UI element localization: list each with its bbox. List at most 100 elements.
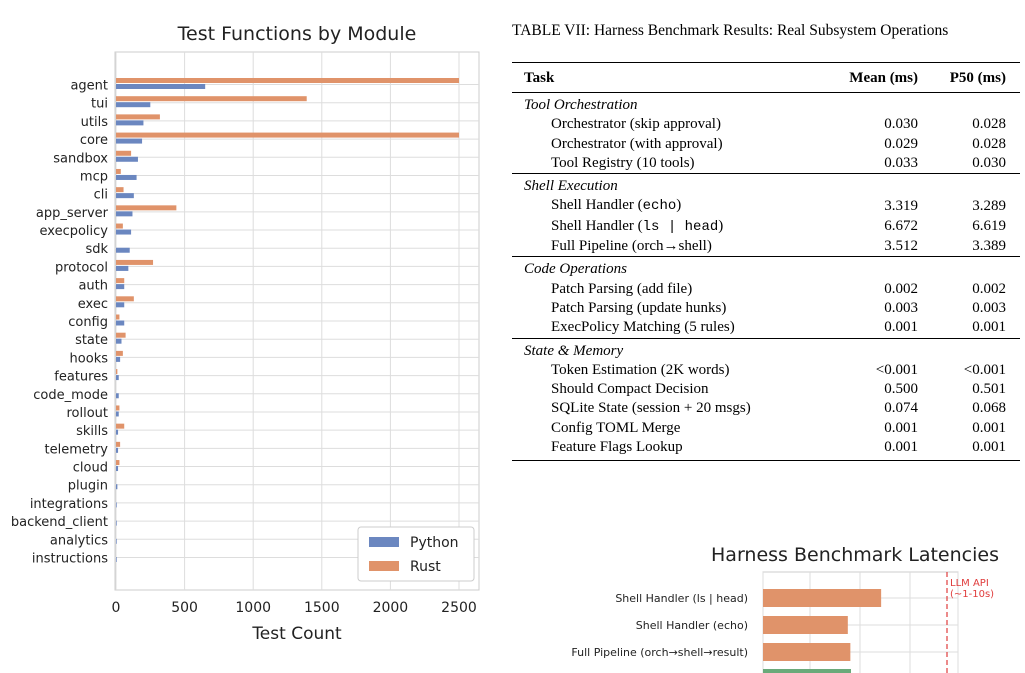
task-name: ExecPolicy Matching (5 rules) xyxy=(551,319,735,336)
legend: Python Rust xyxy=(357,526,475,582)
x-tick-label: 500 xyxy=(171,600,198,616)
table-row: Feature Flags Lookup 0.001 0.001 xyxy=(512,438,1020,462)
chart2-title: Harness Benchmark Latencies xyxy=(711,544,999,566)
p50-value: <0.001 xyxy=(963,361,1006,378)
p50-value: 3.389 xyxy=(972,238,1006,255)
table-section-row: Code Operations xyxy=(512,256,1020,280)
table-row: Orchestrator (skip approval) 0.030 0.028 xyxy=(512,115,1020,134)
bar-python xyxy=(116,247,130,253)
table-row: SQLite State (session + 20 msgs) 0.074 0.0… xyxy=(512,399,1020,418)
bar-rust xyxy=(116,423,125,429)
bar-python xyxy=(116,265,129,271)
bar-rust xyxy=(116,132,459,138)
task-name: Patch Parsing (add file) xyxy=(551,280,693,297)
y-tick-label: code_mode xyxy=(33,388,108,403)
p50-value: 0.028 xyxy=(972,135,1006,152)
bar-category-label: Shell Handler (ls | head) xyxy=(615,592,748,605)
table-section-row: State & Memory xyxy=(512,337,1020,361)
task-name: SQLite State (session + 20 msgs) xyxy=(551,400,751,417)
bar-rust xyxy=(116,332,126,338)
latency-bar xyxy=(763,589,882,607)
y-tick-label: sandbox xyxy=(53,151,108,166)
y-tick-label: hooks xyxy=(70,351,109,366)
bar-python xyxy=(116,520,117,526)
table-row: ExecPolicy Matching (5 rules) 0.001 0.001 xyxy=(512,318,1020,338)
bar-python xyxy=(116,538,117,544)
y-tick-label: cli xyxy=(94,188,108,203)
legend-swatch-python xyxy=(369,537,399,547)
bar-rust xyxy=(116,460,120,466)
chart2-plot-frame xyxy=(762,571,959,673)
task-name: Token Estimation (2K words) xyxy=(551,361,730,378)
task-name: Feature Flags Lookup xyxy=(512,438,829,462)
table-row: Shell Handler (ls | head) 6.672 6.619 xyxy=(512,217,1020,237)
legend-label-python: Python xyxy=(410,535,459,551)
table-row: Patch Parsing (add file) 0.002 0.002 xyxy=(512,280,1020,299)
bar-rust xyxy=(116,350,123,356)
bar-rust xyxy=(116,78,459,83)
p50-value: 3.289 xyxy=(972,197,1006,214)
table-row: Full Pipeline (orch→shell) 3.512 3.389 xyxy=(512,237,1020,257)
bar-python xyxy=(116,320,125,326)
bar-python xyxy=(116,84,206,89)
p50-value: 0.001 xyxy=(932,438,1020,462)
mean-value: 0.029 xyxy=(884,135,919,152)
test-functions-chart: Test Functions by Module agent tui utils co… xyxy=(11,23,480,644)
bar-python xyxy=(116,338,122,344)
task-name: Shell Handler (ls | head) xyxy=(551,217,724,235)
p50-value: 0.003 xyxy=(972,299,1006,316)
y-tick-label: agent xyxy=(70,79,108,94)
y-tick-label: plugin xyxy=(68,479,108,494)
mean-value: 0.002 xyxy=(884,280,919,297)
bar-rust xyxy=(116,296,134,302)
bar-rust xyxy=(116,369,118,375)
table-section-row: Tool Orchestration xyxy=(512,92,1020,116)
section-title: Tool Orchestration xyxy=(512,92,1020,116)
y-tick-label: features xyxy=(54,370,108,385)
bar-python xyxy=(116,484,118,490)
p50-value: 0.002 xyxy=(972,280,1006,297)
table-row: Patch Parsing (update hunks) 0.003 0.003 xyxy=(512,299,1020,318)
bar-python xyxy=(116,393,119,399)
y-tick-label: instructions xyxy=(32,552,108,567)
bar-python xyxy=(116,502,117,508)
bar-rust xyxy=(116,314,120,320)
y-tick-label: rollout xyxy=(66,406,108,421)
y-tick-label: app_server xyxy=(36,206,109,221)
y-tick-label: protocol xyxy=(55,260,108,275)
bar-rust xyxy=(116,405,120,411)
mean-value: 0.001 xyxy=(828,438,933,462)
bar-python xyxy=(116,156,138,162)
x-tick-label: 2000 xyxy=(373,600,409,616)
latency-bar xyxy=(763,616,848,634)
y-tick-label: analytics xyxy=(50,533,108,548)
bar-python xyxy=(116,557,117,562)
bar-python xyxy=(116,138,143,144)
mean-value: <0.001 xyxy=(875,361,919,378)
green-bar-partial xyxy=(763,669,851,673)
p50-value: 6.619 xyxy=(972,218,1006,235)
y-tick-label: cloud xyxy=(73,461,108,476)
y-tick-label: auth xyxy=(78,279,108,294)
legend-swatch-rust xyxy=(369,561,399,571)
legend-label-rust: Rust xyxy=(410,559,441,575)
mean-value: 3.319 xyxy=(884,197,919,214)
bar-category-label: Full Pipeline (orch→shell→result) xyxy=(571,646,748,659)
y-tick-label: integrations xyxy=(30,497,108,512)
y-tick-label: exec xyxy=(78,297,108,312)
benchmark-table: Task Mean (ms) P50 (ms) Tool Orchestrati… xyxy=(512,62,1020,462)
y-tick-label: mcp xyxy=(80,169,108,184)
llm-api-annotation: LLM API (~1-10s) xyxy=(950,578,994,600)
y-tick-label: state xyxy=(75,333,108,348)
task-name: Full Pipeline (orch→shell) xyxy=(551,238,712,255)
table-row: Tool Registry (10 tools) 0.033 0.030 xyxy=(512,154,1020,174)
bar-python xyxy=(116,120,144,126)
bar-rust xyxy=(116,96,307,102)
task-name: Tool Registry (10 tools) xyxy=(551,154,695,171)
mean-value: 0.030 xyxy=(884,116,919,133)
mean-value: 0.500 xyxy=(884,381,919,398)
table-row: Token Estimation (2K words) <0.001 <0.001 xyxy=(512,361,1020,380)
bar-python xyxy=(116,447,119,453)
section-title: Shell Execution xyxy=(512,173,1020,197)
table-caption: TABLE VII: Harness Benchmark Results: Re… xyxy=(512,22,949,39)
